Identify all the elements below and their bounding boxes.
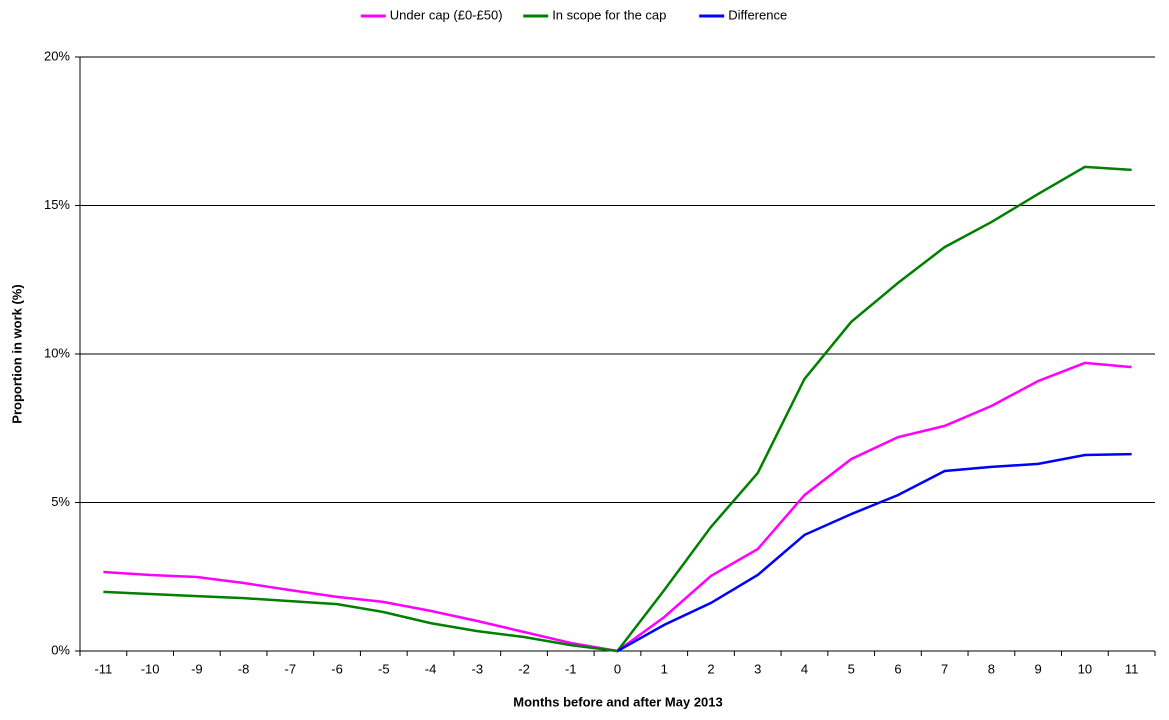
x-tick-label: 6 — [894, 661, 901, 676]
y-tick-label: 10% — [44, 345, 70, 360]
x-tick-label: -10 — [141, 661, 160, 676]
x-tick-label: -7 — [285, 661, 297, 676]
line-series — [103, 165, 1132, 653]
x-tick-label: 11 — [1125, 661, 1139, 676]
x-tick-label: -9 — [191, 661, 203, 676]
x-tick-label: -2 — [518, 661, 530, 676]
x-axis-title: Months before and after May 2013 — [513, 694, 723, 709]
x-tick-label: 10 — [1078, 661, 1092, 676]
x-tick-label: -8 — [238, 661, 250, 676]
x-tick-label: -5 — [378, 661, 390, 676]
x-tick-label: 2 — [707, 661, 714, 676]
legend-label: Under cap (£0-£50) — [390, 7, 503, 22]
y-axis-title: Proportion in work (%) — [9, 284, 24, 423]
line-series — [616, 452, 1132, 653]
line-series — [103, 361, 1132, 653]
x-tick-label: 0 — [614, 661, 621, 676]
x-tick-label: 1 — [661, 661, 668, 676]
legend-label: Difference — [728, 7, 787, 22]
x-tick-label: 4 — [801, 661, 808, 676]
x-tick-label: 8 — [988, 661, 995, 676]
x-tick-label: -1 — [565, 661, 577, 676]
x-tick-label: -11 — [94, 661, 112, 676]
x-tick-label: 3 — [754, 661, 761, 676]
y-tick-label: 0% — [51, 642, 70, 657]
x-tick-label: 5 — [848, 661, 855, 676]
x-tick-label: -6 — [331, 661, 343, 676]
y-tick-label: 5% — [51, 494, 70, 509]
x-tick-label: 9 — [1035, 661, 1042, 676]
y-tick-label: 20% — [44, 48, 70, 63]
x-tick-label: -3 — [472, 661, 484, 676]
x-tick-label: -4 — [425, 661, 437, 676]
x-tick-label: 7 — [941, 661, 948, 676]
y-tick-label: 15% — [44, 197, 70, 212]
legend-label: In scope for the cap — [552, 7, 666, 22]
